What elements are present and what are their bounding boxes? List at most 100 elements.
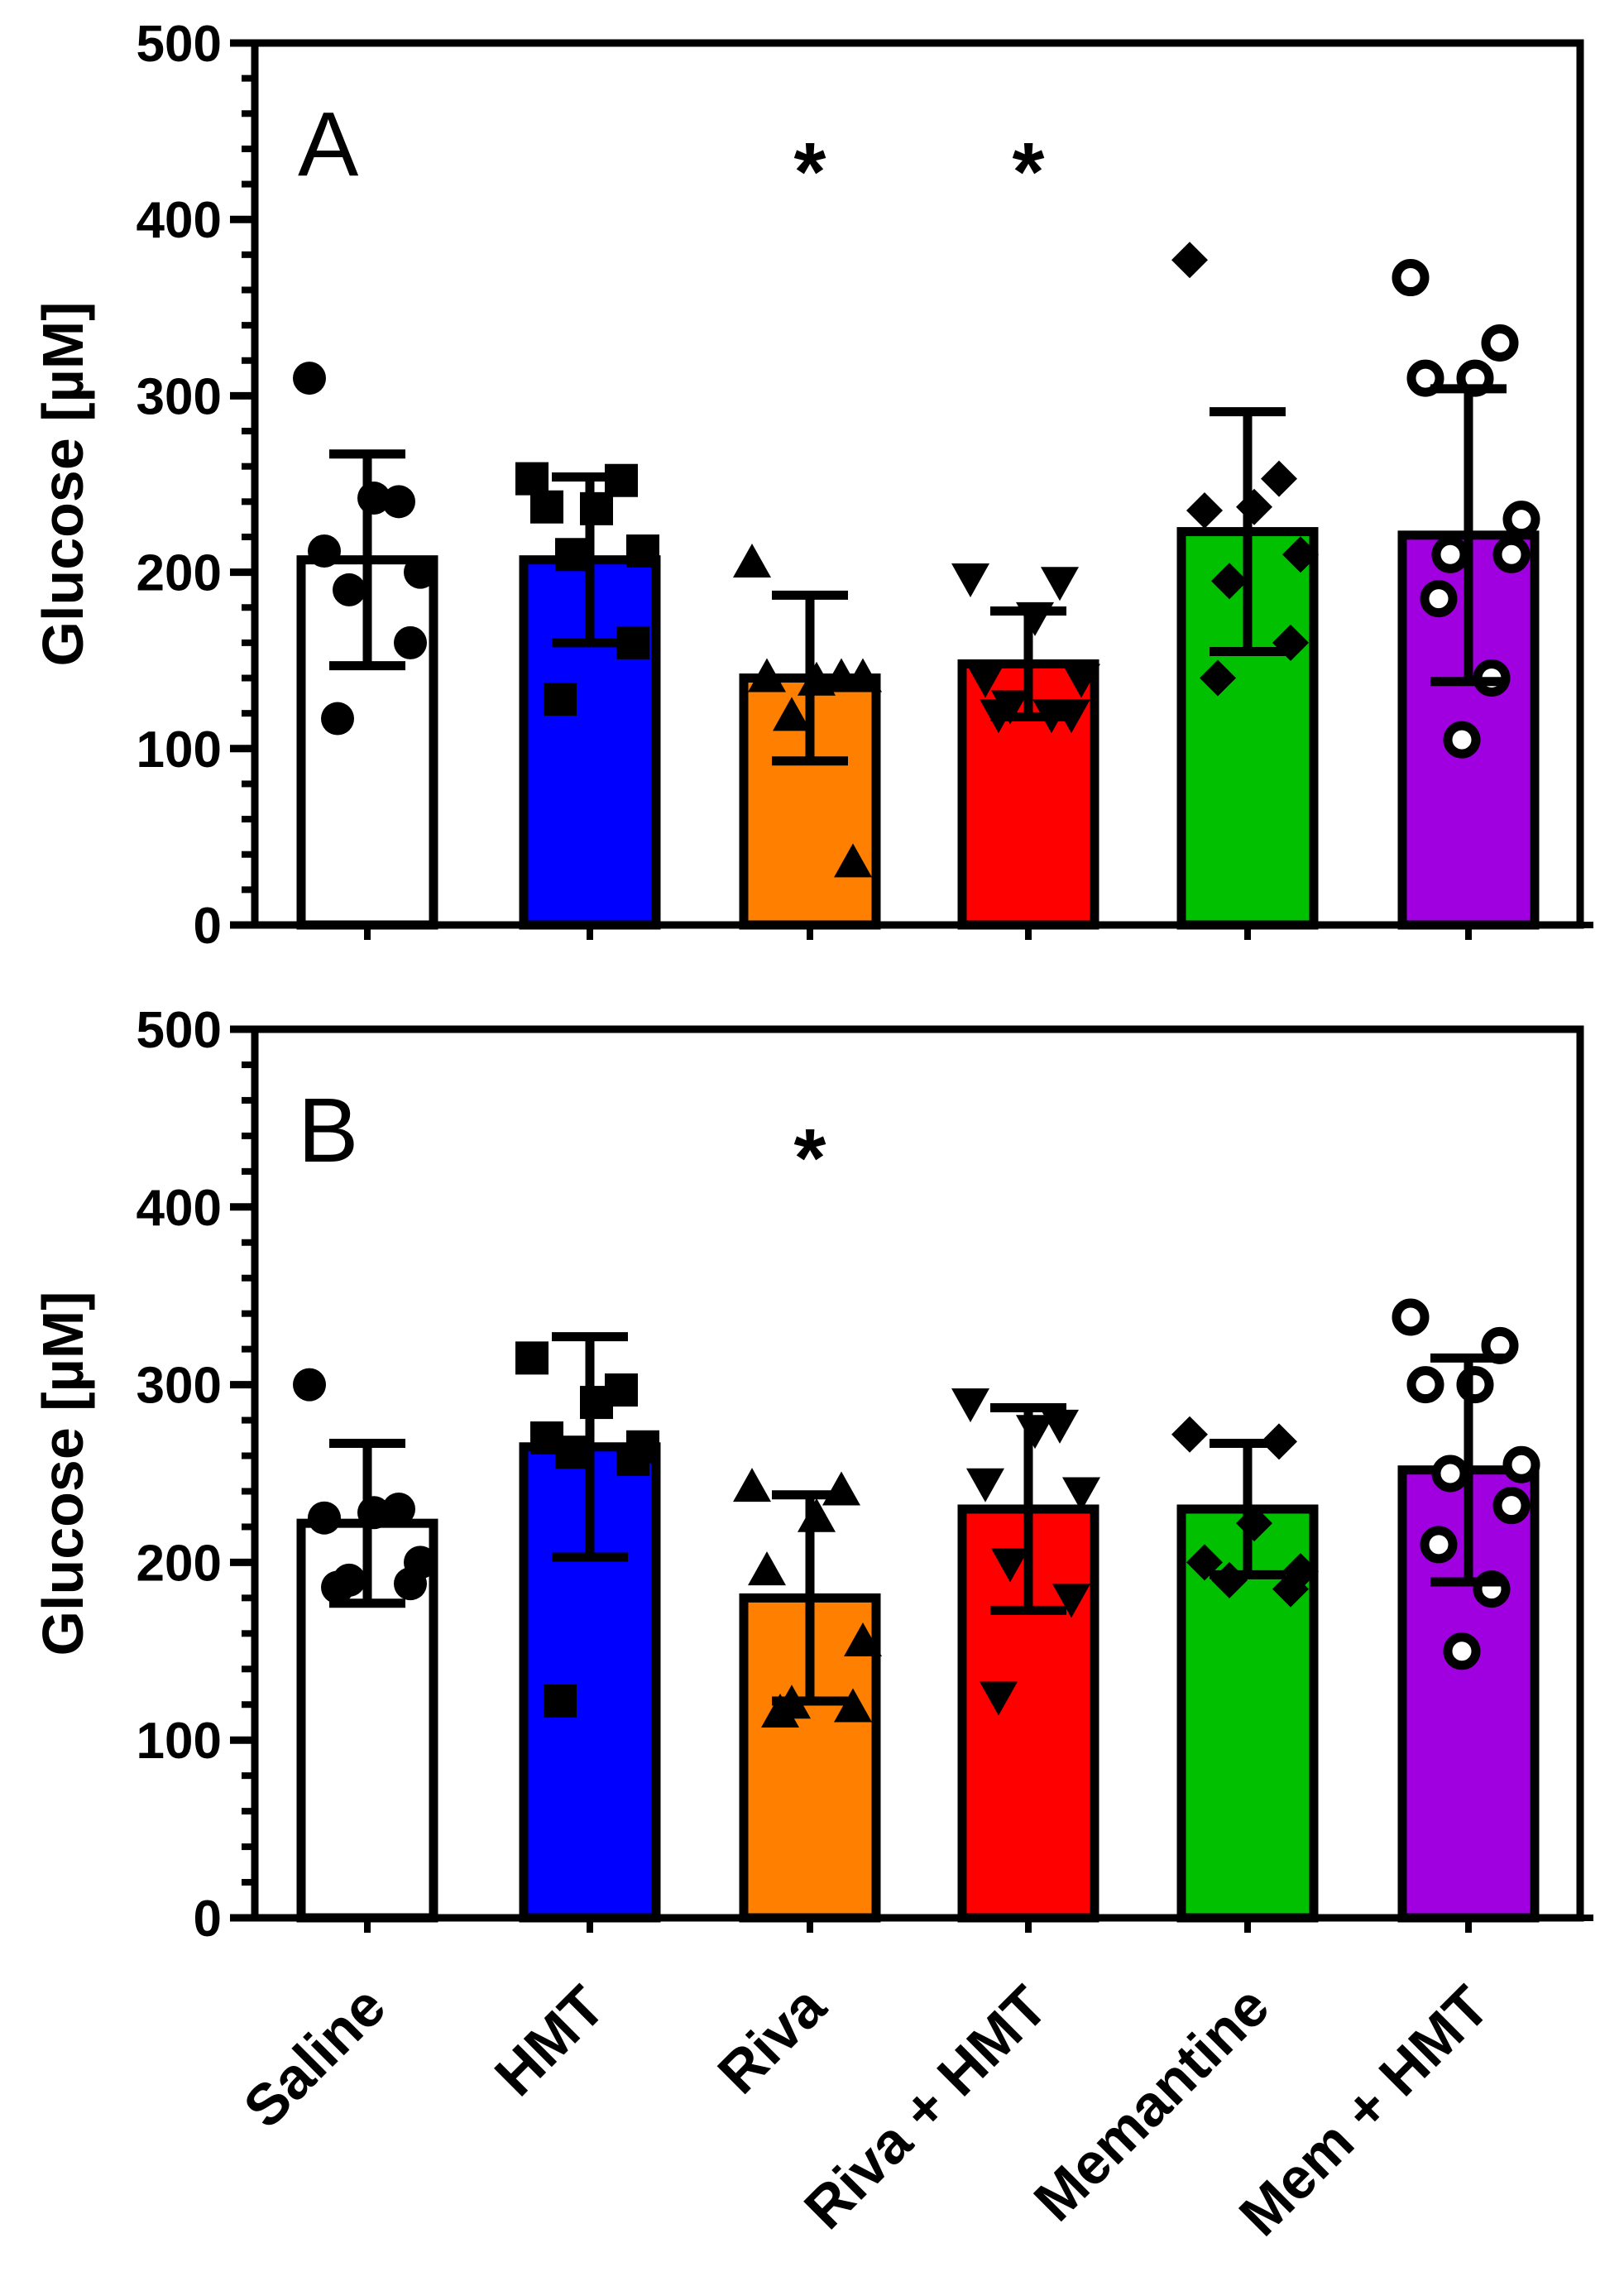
y-tick-label: 100 [137,721,222,779]
data-point [1431,1455,1469,1493]
data-point [1431,535,1469,573]
y-tick-label: 0 [194,898,222,955]
data-point [951,1388,989,1423]
y-tick-label: 400 [137,192,222,249]
data-point [555,538,588,572]
y-tick-label: 500 [137,16,222,73]
data-point [1200,659,1236,697]
data-point [530,490,563,524]
data-point [966,1468,1004,1502]
data-point [544,1684,577,1718]
data-point [1171,242,1208,279]
data-point [1481,323,1519,362]
y-tick-label: 400 [137,1180,222,1237]
data-point [404,555,437,589]
y-tick-label: 0 [194,1891,222,1948]
data-point [1171,1416,1208,1453]
data-point [1062,1477,1100,1512]
data-point [834,843,872,878]
data-point [822,1471,860,1506]
data-point [980,1681,1018,1716]
data-point [616,1442,649,1476]
y-tick-label: 300 [137,368,222,425]
data-point [733,1468,771,1502]
data-point [357,482,390,515]
data-point [357,1496,390,1530]
panel-a: 0 100 200 300 400 500 Glucose [µM] A * * [31,16,1593,955]
y-tick-label: 100 [137,1713,222,1770]
data-point [1211,563,1248,600]
data-point [1186,491,1223,529]
data-point [321,702,354,736]
data-point [321,1570,354,1604]
data-point [515,462,549,496]
significance-marker: * [794,1112,826,1205]
data-point [1052,1584,1090,1618]
data-point [1392,259,1430,297]
y-axis-title: Glucose [µM] [31,302,95,667]
x-category-label: Riva [706,1973,838,2106]
data-point [1492,535,1531,573]
data-point [844,658,882,693]
data-point [293,1368,326,1402]
data-point [991,1548,1029,1583]
panel-label: B [298,1080,358,1181]
data-point [544,683,577,716]
data-point [966,664,1004,698]
data-point [626,534,659,568]
data-point [580,491,613,525]
data-point [382,1492,415,1526]
data-point [1062,664,1100,698]
data-point [555,1435,588,1469]
data-point [1282,536,1319,573]
data-point [951,563,989,597]
plot-frame [251,1025,1584,1922]
bar-1 [519,555,661,930]
data-point [748,658,786,693]
significance-marker: * [794,126,826,218]
data-point [1502,501,1540,539]
bar-0 [296,555,438,930]
data-point [733,543,771,577]
data-point [1420,1526,1458,1564]
data-point [1420,580,1458,618]
data-point [1443,721,1481,759]
panel-label: A [298,93,359,195]
data-point [515,1341,549,1375]
data-point [1272,1570,1309,1608]
data-point [580,1386,613,1420]
data-point [308,1501,341,1535]
y-tick-label: 500 [137,1002,222,1059]
y-axis-title: Glucose [µM] [31,1292,95,1656]
y-tick-label: 300 [137,1358,222,1415]
x-category-label: Saline [232,1973,398,2140]
data-point [1406,1366,1444,1404]
data-point [1236,488,1272,525]
data-point [773,697,811,731]
data-point [844,1622,882,1657]
plot-frame [251,39,1584,929]
data-point [1261,460,1297,497]
significance-marker: * [1013,126,1045,218]
data-point [308,534,341,568]
data-point [1392,1298,1430,1336]
data-point [1502,1445,1540,1483]
data-point [748,1551,786,1586]
data-point [1492,1487,1531,1525]
data-point [1016,1415,1054,1450]
data-point [761,1693,799,1728]
data-point [293,362,326,395]
data-point [1443,1632,1481,1670]
y-tick-label: 200 [137,545,222,602]
data-point [834,1688,872,1723]
data-point [394,625,427,659]
data-point [394,1567,427,1601]
x-category-label: HMT [482,1973,616,2107]
y-tick-label: 200 [137,1535,222,1592]
data-point [382,485,415,519]
data-point [1041,567,1079,601]
data-point [333,573,366,606]
panel-b: 0 100 200 300 400 500 Glucose [µM] B * [31,1002,1593,1948]
